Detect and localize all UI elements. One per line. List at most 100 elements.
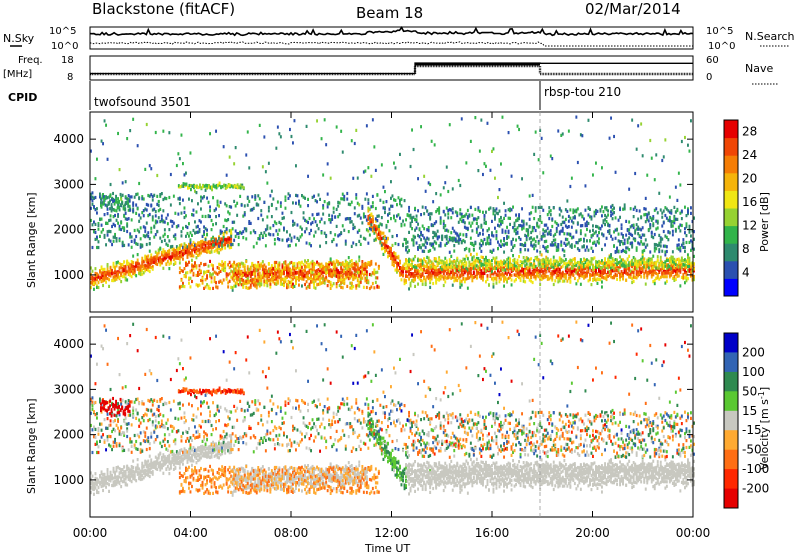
- echo-cell: [418, 258, 421, 262]
- echo-cell: [604, 257, 607, 261]
- echo-cell: [337, 204, 340, 208]
- echo-cell: [382, 185, 385, 189]
- echo-cell: [592, 173, 594, 177]
- echo-cell: [162, 220, 165, 224]
- echo-cell: [573, 261, 576, 265]
- echo-cell: [441, 267, 444, 271]
- echo-cell: [105, 280, 108, 284]
- echo-cell: [242, 236, 245, 240]
- echo-cell: [522, 274, 525, 278]
- echo-cell: [471, 242, 474, 247]
- echo-cell: [477, 267, 480, 272]
- echo-cell: [299, 266, 302, 270]
- echo-cell: [595, 230, 597, 234]
- echo-cell: [530, 274, 533, 278]
- echo-cell: [555, 222, 558, 226]
- echo-cell: [150, 261, 153, 265]
- echo-cell: [509, 260, 512, 264]
- echo-cell: [368, 214, 371, 218]
- echo-cell: [200, 269, 202, 273]
- echo-cell: [403, 199, 406, 203]
- echo-cell: [273, 220, 276, 224]
- echo-cell: [524, 233, 527, 237]
- echo-cell: [224, 240, 227, 244]
- echo-cell: [466, 257, 469, 261]
- echo-cell: [163, 238, 166, 242]
- echo-cell: [91, 276, 94, 280]
- echo-cell: [289, 244, 291, 248]
- echo-cell: [307, 197, 310, 201]
- echo-cell: [310, 222, 313, 226]
- echo-cell: [160, 258, 163, 262]
- echo-cell: [584, 275, 587, 279]
- echo-cell: [435, 276, 438, 280]
- echo-cell: [251, 262, 254, 266]
- echo-cell: [215, 222, 218, 226]
- echo-cell: [516, 261, 519, 265]
- echo-cell: [350, 139, 353, 143]
- echo-cell: [584, 184, 587, 188]
- echo-cell: [396, 234, 398, 238]
- echo-cell: [578, 261, 581, 265]
- echo-cell: [338, 278, 341, 282]
- echo-cell: [185, 244, 187, 248]
- echo-cell: [533, 152, 536, 156]
- echo-cell: [109, 214, 112, 218]
- echo-cell: [328, 218, 331, 222]
- echo-cell: [567, 232, 570, 236]
- echo-cell: [260, 282, 263, 286]
- echo-cell: [218, 280, 221, 284]
- echo-cell: [460, 273, 463, 277]
- echo-cell: [604, 223, 607, 227]
- echo-cell: [436, 229, 439, 233]
- echo-cell: [385, 236, 388, 240]
- echo-cell: [598, 237, 600, 241]
- echo-cell: [572, 208, 575, 212]
- echo-cell: [579, 237, 582, 242]
- echo-cell: [195, 250, 198, 254]
- echo-cell: [483, 214, 486, 218]
- echo-cell: [313, 234, 316, 238]
- echo-cell: [509, 264, 512, 268]
- echo-cell: [374, 262, 377, 266]
- echo-cell: [442, 209, 445, 213]
- echo-cell: [521, 274, 524, 278]
- echo-cell: [469, 263, 472, 267]
- echo-cell: [349, 269, 352, 273]
- echo-cell: [460, 266, 463, 270]
- echo-cell: [494, 265, 496, 269]
- echo-cell: [231, 220, 234, 224]
- echo-cell: [323, 118, 326, 122]
- echo-cell: [587, 261, 590, 265]
- echo-cell: [264, 170, 267, 174]
- echo-cell: [601, 205, 603, 209]
- echo-cell: [195, 230, 198, 234]
- echo-cell: [166, 222, 169, 226]
- echo-cell: [596, 265, 599, 269]
- echo-cell: [148, 249, 151, 253]
- echo-cell: [352, 274, 355, 278]
- echo-cell: [322, 265, 325, 269]
- echo-cell: [536, 274, 539, 278]
- echo-cell: [468, 268, 471, 272]
- echo-cell: [406, 267, 409, 271]
- echo-cell: [198, 244, 201, 248]
- echo-cell: [516, 217, 519, 221]
- echo-cell: [548, 206, 551, 210]
- echo-cell: [189, 285, 192, 289]
- echo-cell: [341, 273, 344, 278]
- echo-cell: [192, 247, 195, 252]
- freq-line: [90, 62, 693, 75]
- echo-cell: [408, 277, 411, 281]
- echo-cell: [480, 223, 483, 227]
- echo-cell: [540, 264, 543, 268]
- echo-cell: [273, 242, 276, 246]
- echo-cell: [424, 264, 427, 268]
- echo-cell: [509, 266, 512, 270]
- echo-cell: [515, 264, 518, 268]
- echo-cell: [91, 202, 94, 206]
- echo-cell: [337, 271, 340, 275]
- echo-cell: [500, 262, 502, 266]
- echo-cell: [608, 264, 611, 269]
- echo-cell: [595, 211, 597, 216]
